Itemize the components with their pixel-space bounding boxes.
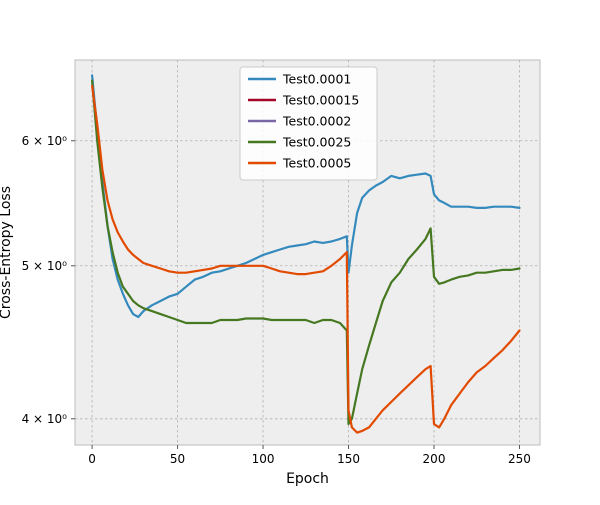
y-tick-label: 6 × 10⁰ (22, 134, 68, 148)
x-tick-label: 50 (170, 452, 185, 466)
legend-entry-label: Test0.0025 (282, 135, 351, 150)
series-line-test0-0005 (91, 84, 521, 434)
series-lines (91, 74, 521, 434)
legend: Test0.0001 Test0.00015 Test0.0002 Test0.002… (239, 66, 378, 181)
axis-labels: Epoch Cross-Entropy Loss (0, 186, 329, 487)
legend-entry-label: Test0.00015 (282, 93, 359, 108)
legend-entry-label: Test0.0001 (282, 72, 351, 87)
legend-entry-label: Test0.0005 (282, 156, 351, 171)
series-line-test0-0001 (91, 74, 521, 319)
x-tick-label: 100 (252, 452, 275, 466)
series-line-test0-0025 (91, 79, 521, 426)
x-tick-label: 0 (88, 452, 96, 466)
y-tick-label: 5 × 10⁰ (22, 259, 68, 273)
x-tick-label: 200 (423, 452, 446, 466)
y-tick-label: 4 × 10⁰ (22, 412, 68, 426)
axis-ticks: 0 50 100 150 200 250 4 × 10⁰ 5 × 10⁰ 6 × 10⁰ (22, 134, 531, 466)
legend-entry-label: Test0.0002 (282, 114, 351, 129)
x-tick-label: 250 (508, 452, 531, 466)
x-tick-label: 150 (337, 452, 360, 466)
y-axis-label: Cross-Entropy Loss (0, 186, 14, 319)
legend-box (239, 66, 378, 181)
x-axis-label: Epoch (286, 471, 329, 487)
